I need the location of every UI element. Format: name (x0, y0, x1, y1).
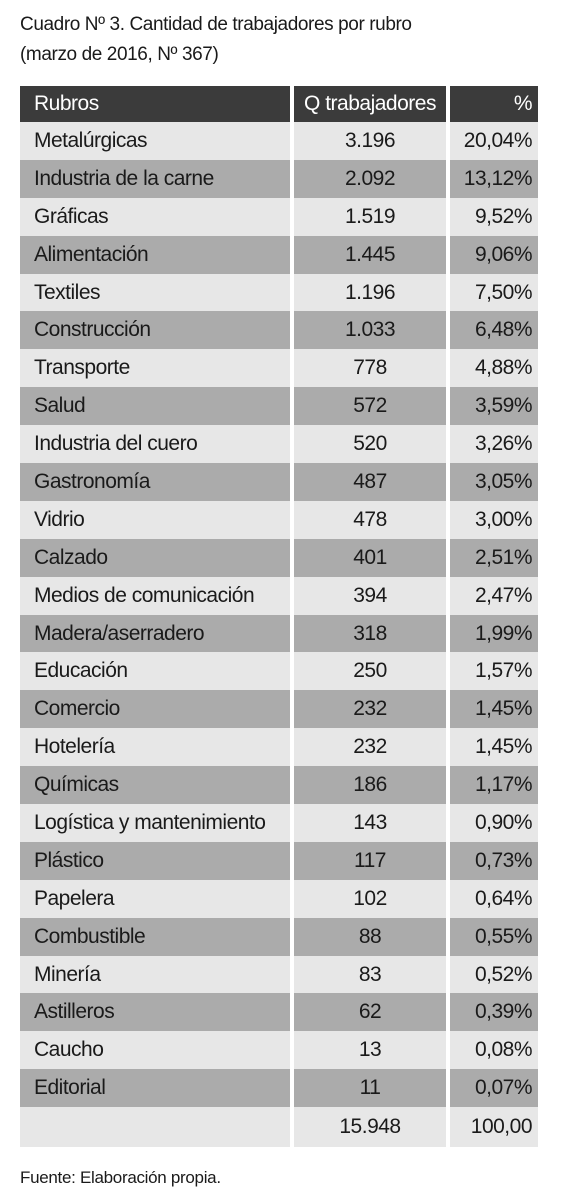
row-value: 13,12% (450, 159, 538, 198)
row-value: 0,55% (450, 917, 538, 956)
row-value: 3.196 (294, 122, 446, 160)
row-label: Textiles (20, 273, 290, 312)
row-value: 62 (294, 993, 446, 1032)
row-value: 0,64% (450, 879, 538, 918)
row-value: 778 (294, 349, 446, 388)
row-value: 1,57% (450, 652, 538, 691)
row-value: 20,04% (450, 122, 538, 160)
row-value: 2,47% (450, 576, 538, 615)
row-value: 6,48% (450, 311, 538, 350)
row-label: Papelera (20, 879, 290, 918)
title: Cuadro Nº 3. Cantidad de trabajadores po… (20, 14, 412, 35)
row-label: Medios de comunicación (20, 576, 290, 615)
row-value: 1,99% (450, 614, 538, 653)
row-label: Madera/aserradero (20, 614, 290, 653)
row-value: 3,05% (450, 463, 538, 501)
row-value: 3,59% (450, 387, 538, 426)
source-note: Fuente: Elaboración propia. (20, 1168, 221, 1187)
row-value: 232 (294, 690, 446, 729)
row-value: 1.033 (294, 311, 446, 350)
row-value: 0,39% (450, 993, 538, 1032)
row-value: 0,52% (450, 955, 538, 994)
row-label: Combustible (20, 917, 290, 956)
row-value: 250 (294, 652, 446, 691)
row-value: 1.519 (294, 197, 446, 236)
row-value: 7,50% (450, 273, 538, 312)
row-value: 0,90% (450, 804, 538, 842)
row-value: 2.092 (294, 159, 446, 198)
row-label: Industria del cuero (20, 425, 290, 464)
row-label: Hotelería (20, 728, 290, 767)
row-label: Calzado (20, 538, 290, 577)
total-value: 15.948 (294, 1107, 446, 1148)
row-value: 88 (294, 917, 446, 956)
row-label: Metalúrgicas (20, 122, 290, 160)
row-value: 143 (294, 804, 446, 842)
row-value: 487 (294, 463, 446, 501)
row-label: Gráficas (20, 197, 290, 236)
row-label: Astilleros (20, 993, 290, 1032)
row-value: 478 (294, 500, 446, 539)
row-value: 9,06% (450, 235, 538, 274)
row-value: 117 (294, 841, 446, 880)
row-label: Logística y mantenimiento (20, 804, 290, 842)
row-label: Plástico (20, 841, 290, 880)
row-label: Minería (20, 955, 290, 994)
row-label: Salud (20, 387, 290, 426)
total-blank (20, 1107, 290, 1148)
row-value: 232 (294, 728, 446, 767)
row-value: 1,17% (450, 766, 538, 805)
row-value: 186 (294, 766, 446, 805)
row-value: 13 (294, 1031, 446, 1070)
row-value: 1,45% (450, 690, 538, 729)
row-label: Alimentación (20, 235, 290, 274)
row-value: 3,26% (450, 425, 538, 464)
row-value: 4,88% (450, 349, 538, 388)
row-label: Educación (20, 652, 290, 691)
row-label: Editorial (20, 1069, 290, 1108)
row-value: 394 (294, 576, 446, 615)
row-value: 83 (294, 955, 446, 994)
row-label: Gastronomía (20, 463, 290, 501)
row-label: Transporte (20, 349, 290, 388)
row-value: 318 (294, 614, 446, 653)
table: Rubros Q trabajadores% Metalúrgicas 3.196 20… (20, 86, 538, 1148)
row-label: Químicas (20, 766, 290, 805)
row-value: 1,45% (450, 728, 538, 767)
row-value: 0,08% (450, 1031, 538, 1070)
row-value: 2,51% (450, 538, 538, 577)
row-label: Caucho (20, 1031, 290, 1070)
row-value: 1.196 (294, 273, 446, 312)
header-cell: Rubros (20, 86, 290, 122)
row-label: Industria de la carne (20, 159, 290, 198)
row-label: Construcción (20, 311, 290, 350)
row-value: 102 (294, 879, 446, 918)
row-value: 3,00% (450, 500, 538, 539)
row-label: Comercio (20, 690, 290, 729)
row-label: Vidrio (20, 500, 290, 539)
header-cell: % (450, 86, 538, 122)
row-value: 0,07% (450, 1069, 538, 1108)
row-value: 520 (294, 425, 446, 464)
row-value: 0,73% (450, 841, 538, 880)
total-value: 100,00 (450, 1107, 538, 1148)
header-cell: Q trabajadores (294, 86, 446, 122)
row-value: 9,52% (450, 197, 538, 236)
row-value: 401 (294, 538, 446, 577)
row-value: 1.445 (294, 235, 446, 274)
subtitle: (marzo de 2016, Nº 367) (20, 44, 219, 65)
row-value: 572 (294, 387, 446, 426)
row-value: 11 (294, 1069, 446, 1108)
